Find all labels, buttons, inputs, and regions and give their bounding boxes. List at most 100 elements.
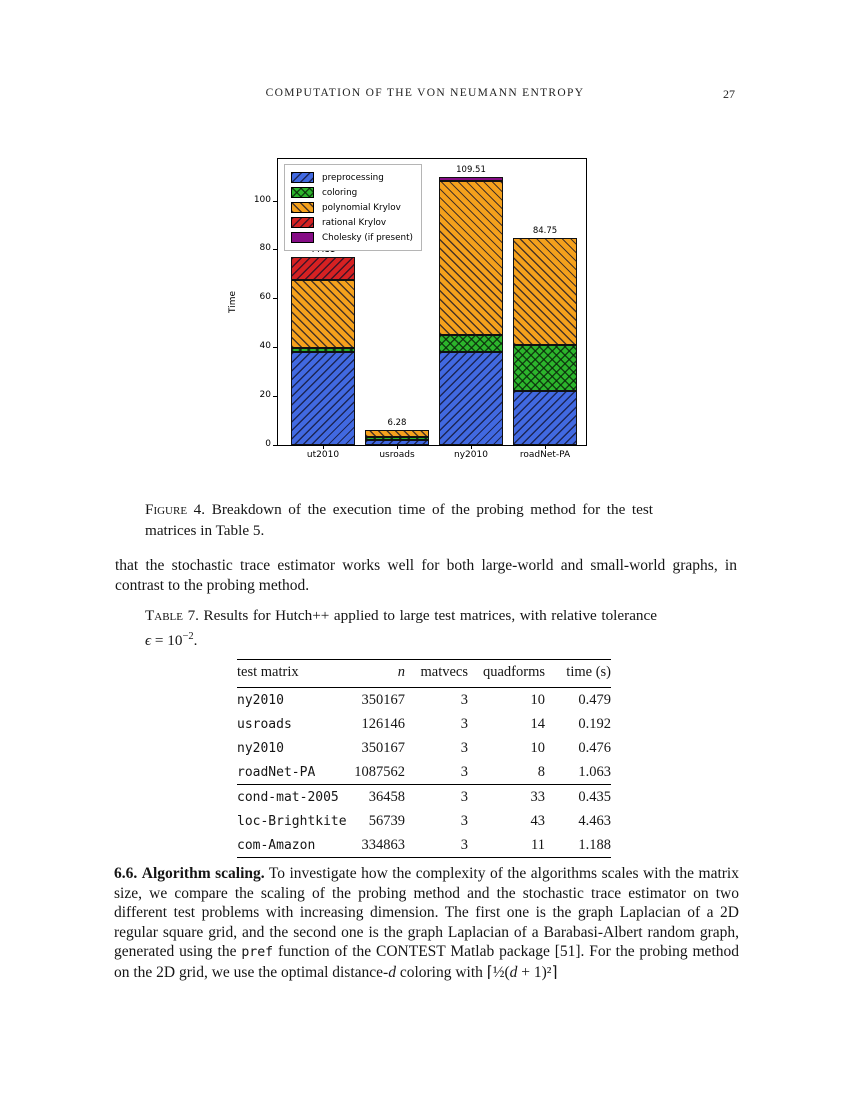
table-cell: 126146: [361, 715, 406, 732]
math-var-d: d: [509, 963, 518, 981]
table-cell: 56739: [368, 812, 405, 829]
table-cell: 1.063: [578, 763, 611, 780]
x-tick-mark: [323, 445, 324, 449]
table-cell: 3: [460, 715, 468, 732]
bar-segment-usroads: [365, 439, 429, 445]
y-tick-mark: [273, 249, 278, 251]
legend-swatch-icon: [291, 187, 314, 198]
table-row: com-Amazon 334863 3 11 1.188: [237, 833, 611, 858]
table-cell: cond-mat-2005: [237, 784, 347, 809]
x-tick-label: roadNet-PA: [519, 450, 571, 460]
page-number: 27: [723, 87, 735, 101]
figure-caption-label: Figure 4.: [145, 501, 206, 518]
table-cell: ny2010: [237, 692, 284, 708]
running-header: COMPUTATION OF THE VON NEUMANN ENTROPY 2…: [115, 87, 735, 101]
math-ceil-close: + 1)²⌉: [517, 963, 558, 981]
bar-segment-ut2010: [291, 352, 355, 445]
table-cell: 8: [537, 763, 545, 780]
legend-label: polynomial Krylov: [322, 202, 401, 213]
section-body-3: coloring with: [395, 963, 487, 981]
col-header-quadforms: quadforms: [468, 659, 545, 688]
code-pref: pref: [241, 945, 274, 961]
bar-segment-usroads: [365, 436, 429, 440]
table-cell: 10: [530, 691, 546, 708]
legend-label: Cholesky (if present): [322, 232, 413, 243]
x-tick-mark: [545, 445, 546, 449]
legend-entry: Cholesky (if present): [291, 230, 413, 245]
figure-caption-text: Breakdown of the execution time of the p…: [145, 501, 654, 539]
y-tick-mark: [273, 200, 278, 202]
table-caption-period: .: [193, 631, 198, 649]
table-row: roadNet-PA 1087562 3 8 1.063: [237, 760, 611, 785]
y-tick-mark: [273, 298, 278, 300]
col-header-matvecs: matvecs: [405, 659, 468, 688]
header-title: COMPUTATION OF THE VON NEUMANN ENTROPY: [265, 87, 585, 99]
table-cell: loc-Brightkite: [237, 813, 347, 829]
table-cell: 43: [530, 812, 546, 829]
table-cell: 1.188: [578, 836, 611, 853]
y-tick-label: 80: [259, 243, 271, 254]
legend-swatch-icon: [291, 172, 314, 183]
table-cell: 4.463: [578, 812, 611, 829]
bar-segment-ut2010: [291, 348, 355, 353]
y-tick-label: 40: [259, 341, 271, 352]
table-cell: 1087562: [354, 763, 405, 780]
table-header-row: test matrix n matvecs quadforms time (s): [237, 659, 611, 688]
section-number: 6.6.: [114, 865, 138, 882]
table-row: usroads 126146 3 14 0.192: [237, 712, 611, 736]
figure4-stacked-bar-chart: Time preprocessing coloring polynomial Kry…: [228, 158, 587, 460]
paragraph-1: that the stochastic trace estimator work…: [115, 557, 737, 594]
table-row: cond-mat-2005 36458 3 33 0.435: [237, 784, 611, 809]
col-header-time: time (s): [545, 659, 611, 688]
x-tick-label: usroads: [379, 450, 415, 460]
col-header-n: n: [347, 659, 405, 688]
bar-segment-ut2010: [291, 256, 355, 280]
y-tick-mark: [273, 445, 278, 446]
bar-value-label: 109.51: [456, 165, 486, 176]
table-cell: ny2010: [237, 740, 284, 756]
legend-entry: rational Krylov: [291, 215, 413, 230]
y-tick-label: 100: [253, 194, 271, 205]
epsilon-symbol: ϵ: [145, 631, 152, 649]
table-cell: 350167: [361, 739, 406, 756]
legend-swatch-icon: [291, 202, 314, 213]
bar-segment-ny2010: [439, 352, 503, 445]
table-cell: 350167: [361, 691, 406, 708]
table-caption-label: Table 7.: [145, 607, 199, 624]
table-cell: 11: [531, 836, 545, 853]
y-tick-label: 20: [259, 390, 271, 401]
y-tick-mark: [273, 347, 278, 349]
table-cell: 0.476: [578, 739, 611, 756]
table-cell: 14: [530, 715, 546, 732]
legend-entry: polynomial Krylov: [291, 200, 413, 215]
table-cell: roadNet-PA: [237, 764, 316, 780]
table-cell: 36458: [347, 784, 405, 809]
bar-segment-ny2010: [439, 335, 503, 353]
legend-label: coloring: [322, 187, 358, 198]
bar-value-label: 6.28: [387, 417, 407, 428]
table-cell: 0.435: [545, 784, 611, 809]
table-row: ny2010 350167 3 10 0.476: [237, 736, 611, 760]
table-caption-mid: = 10: [151, 631, 183, 649]
legend-label: rational Krylov: [322, 217, 387, 228]
y-axis-label: Time: [228, 290, 238, 314]
math-ceil-open: ⌈½(: [486, 963, 510, 981]
legend-entry: coloring: [291, 185, 413, 200]
x-tick-mark: [471, 445, 472, 449]
bar-segment-roadNet-PA: [513, 237, 577, 345]
legend-label: preprocessing: [322, 172, 384, 183]
bar-segment-ny2010: [439, 177, 503, 181]
bar-segment-ny2010: [439, 181, 503, 335]
table-cell: 334863: [361, 836, 406, 853]
table-cell: 10: [530, 739, 546, 756]
bar-segment-usroads: [365, 429, 429, 437]
table-cell: 3: [460, 812, 468, 829]
section-body-2: function of the CONTEST Matlab package […: [114, 943, 739, 981]
table-cell: usroads: [237, 716, 292, 732]
table-caption: Table 7. Results for Hutch++ applied to …: [145, 606, 657, 651]
section-6-6-paragraph: 6.6. Algorithm scaling. To investigate h…: [114, 864, 739, 983]
figure-caption: Figure 4. Breakdown of the execution tim…: [145, 500, 653, 541]
table-cell: 0.192: [578, 715, 611, 732]
bar-segment-roadNet-PA: [513, 344, 577, 392]
